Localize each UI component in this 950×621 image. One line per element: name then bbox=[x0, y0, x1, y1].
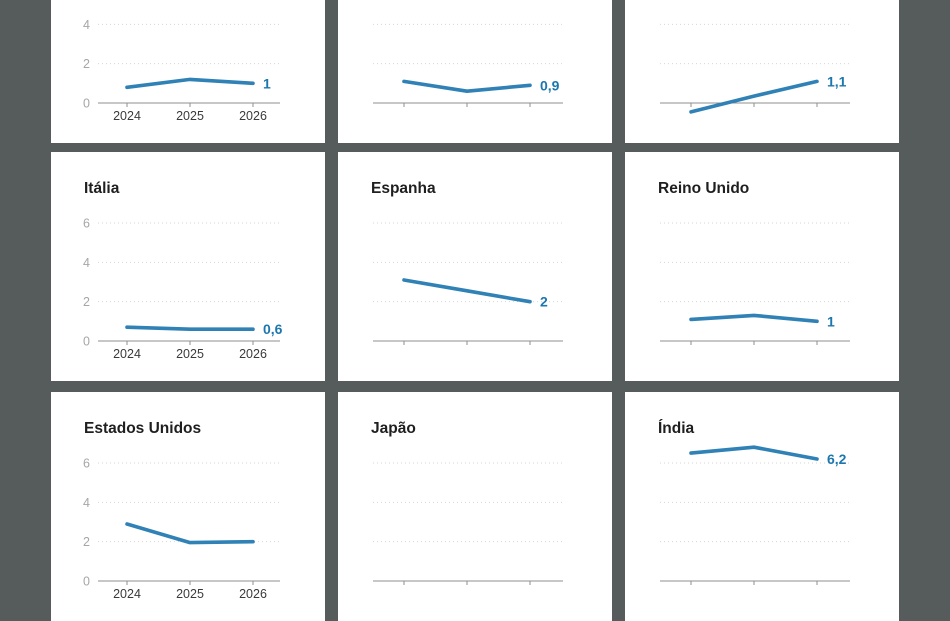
line-chart: Itália 0 2 4 6 2024 2025 2026 0,6 bbox=[83, 180, 283, 361]
line-chart: Espanha 2 bbox=[371, 180, 563, 345]
line-chart: 02462024202520261 bbox=[83, 18, 280, 123]
y-axis-label: 0 bbox=[83, 335, 90, 349]
x-axis-label: 2025 bbox=[176, 347, 204, 361]
data-line bbox=[125, 77, 255, 90]
chart-title: Japão bbox=[371, 420, 416, 437]
x-axis-label: 2026 bbox=[239, 347, 267, 361]
x-axis-label: 2024 bbox=[113, 587, 141, 601]
y-axis-label: 2 bbox=[83, 57, 90, 71]
line-chart: Índia 6,2 bbox=[658, 420, 850, 585]
chart-title: Estados Unidos bbox=[84, 420, 201, 437]
chart-title: Espanha bbox=[371, 180, 436, 197]
data-line bbox=[689, 313, 819, 324]
y-axis-label: 6 bbox=[83, 456, 90, 470]
line-chart: 0,9 bbox=[373, 23, 563, 107]
line-chart: Japão bbox=[371, 420, 563, 585]
y-axis-label: 6 bbox=[83, 216, 90, 230]
x-axis-label: 2025 bbox=[176, 109, 204, 123]
x-axis-label: 2025 bbox=[176, 587, 204, 601]
value-label: 0,9 bbox=[540, 77, 560, 93]
y-axis-label: 2 bbox=[83, 295, 90, 309]
y-axis-label: 4 bbox=[83, 18, 90, 32]
chart-card-italia: Itália 0 2 4 6 2024 2025 2026 0,6 bbox=[51, 152, 325, 381]
y-axis-label: 0 bbox=[83, 97, 90, 111]
value-label: 1 bbox=[827, 313, 835, 329]
chart-card-row0-col0: 02462024202520261 bbox=[51, 0, 325, 143]
data-line bbox=[402, 79, 532, 93]
value-label: 1,1 bbox=[827, 73, 847, 89]
x-axis-label: 2026 bbox=[239, 587, 267, 601]
data-line bbox=[689, 79, 819, 114]
y-axis-label: 4 bbox=[83, 256, 90, 270]
chart-card-reino-unido: Reino Unido 1 bbox=[625, 152, 899, 381]
data-line bbox=[125, 522, 255, 545]
chart-title: Índia bbox=[658, 420, 695, 437]
x-axis-label: 2026 bbox=[239, 109, 267, 123]
chart-card-row0-col1: 0,9 bbox=[338, 0, 612, 143]
x-axis-label: 2024 bbox=[113, 109, 141, 123]
value-label: 1 bbox=[263, 75, 271, 91]
y-axis-label: 2 bbox=[83, 535, 90, 549]
value-label: 6,2 bbox=[827, 451, 847, 467]
value-label: 2 bbox=[540, 294, 548, 310]
value-label: 0,6 bbox=[263, 321, 283, 337]
chart-card-row0-col2: 1,1 bbox=[625, 0, 899, 143]
chart-card-estados-unidos: Estados Unidos 0 2 4 6 2024 2025 2026 bbox=[51, 392, 325, 621]
line-chart: Estados Unidos 0 2 4 6 2024 2025 2026 bbox=[83, 420, 280, 601]
line-chart: 1,1 bbox=[660, 23, 850, 114]
data-line bbox=[125, 325, 255, 331]
chart-title: Reino Unido bbox=[658, 180, 749, 197]
small-multiples-grid: 024620242025202610,91,1Itália02462024202… bbox=[51, 0, 899, 621]
chart-card-india: Índia 6,2 bbox=[625, 392, 899, 621]
data-line bbox=[402, 278, 532, 304]
y-axis-label: 0 bbox=[83, 575, 90, 589]
chart-title: Itália bbox=[84, 180, 120, 197]
line-chart: Reino Unido 1 bbox=[658, 180, 850, 345]
chart-card-japao: Japão bbox=[338, 392, 612, 621]
y-axis-label: 4 bbox=[83, 496, 90, 510]
x-axis-label: 2024 bbox=[113, 347, 141, 361]
chart-card-espanha: Espanha 2 bbox=[338, 152, 612, 381]
data-line bbox=[689, 445, 819, 461]
